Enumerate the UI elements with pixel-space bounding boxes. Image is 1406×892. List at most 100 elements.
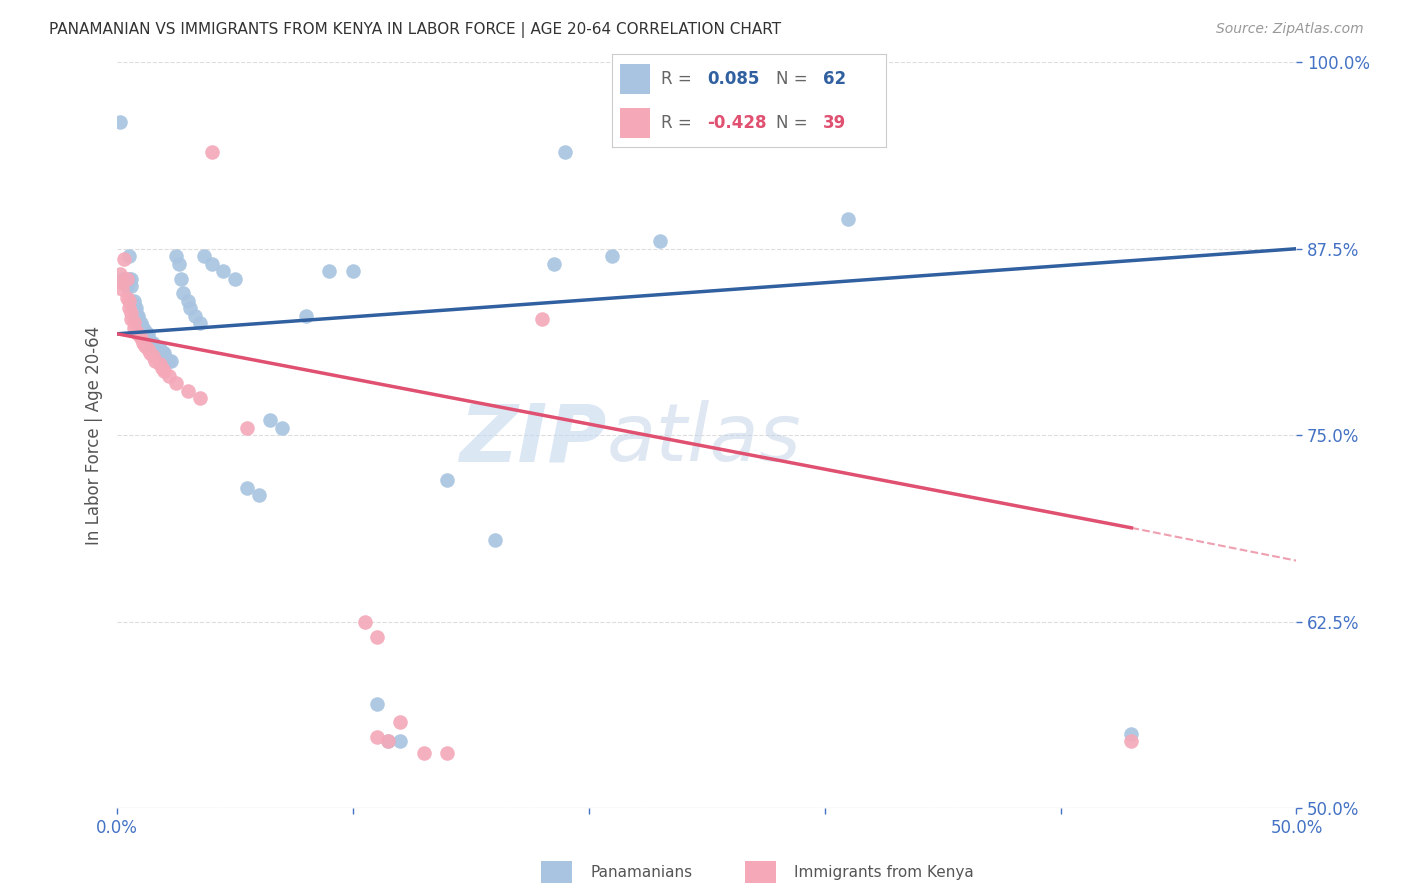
Point	[118, 301, 141, 316]
Point	[139, 334, 162, 349]
Bar	[620, 108, 650, 138]
Point	[436, 746, 458, 760]
Y-axis label: In Labor Force | Age 20-64: In Labor Force | Age 20-64	[86, 326, 103, 545]
Text: R =: R =	[661, 114, 697, 132]
Point	[353, 615, 375, 629]
Point	[412, 746, 434, 760]
Point	[318, 264, 340, 278]
Point	[111, 282, 134, 296]
Point	[150, 361, 173, 376]
Point	[837, 211, 859, 226]
Point	[271, 421, 294, 435]
Point	[129, 319, 152, 334]
Point	[142, 339, 165, 353]
Point	[342, 264, 364, 278]
Point	[122, 297, 145, 311]
Point	[118, 293, 141, 308]
Point	[122, 321, 145, 335]
Point	[139, 346, 162, 360]
Text: atlas: atlas	[606, 400, 801, 478]
Text: 0.085: 0.085	[707, 70, 761, 87]
Point	[115, 291, 138, 305]
Point	[143, 339, 166, 353]
Point	[200, 257, 222, 271]
Text: Immigrants from Kenya: Immigrants from Kenya	[794, 865, 974, 880]
Text: Source: ZipAtlas.com: Source: ZipAtlas.com	[1216, 22, 1364, 37]
Point	[134, 339, 156, 353]
Point	[125, 324, 148, 338]
Point	[389, 714, 412, 729]
Point	[484, 533, 506, 547]
Point	[111, 276, 134, 290]
Text: R =: R =	[661, 70, 697, 87]
Point	[165, 249, 187, 263]
Point	[1121, 734, 1143, 748]
Point	[143, 353, 166, 368]
Point	[108, 267, 131, 281]
Point	[543, 257, 565, 271]
Point	[366, 630, 388, 644]
Point	[530, 311, 553, 326]
Text: PANAMANIAN VS IMMIGRANTS FROM KENYA IN LABOR FORCE | AGE 20-64 CORRELATION CHART: PANAMANIAN VS IMMIGRANTS FROM KENYA IN L…	[49, 22, 782, 38]
Point	[120, 311, 142, 326]
Point	[146, 342, 169, 356]
Point	[177, 384, 200, 398]
Point	[136, 331, 159, 345]
Point	[142, 349, 165, 363]
Point	[125, 306, 148, 320]
Point	[120, 306, 142, 320]
Point	[377, 734, 399, 748]
Bar	[620, 64, 650, 94]
Text: 62: 62	[823, 70, 846, 87]
Point	[134, 324, 156, 338]
Point	[127, 311, 149, 326]
Point	[165, 376, 187, 390]
Point	[129, 331, 152, 345]
Point	[112, 252, 135, 267]
Text: N =: N =	[776, 70, 813, 87]
Point	[153, 346, 176, 360]
Point	[132, 335, 155, 350]
Point	[177, 293, 200, 308]
Point	[366, 697, 388, 711]
Point	[142, 335, 165, 350]
Point	[193, 249, 215, 263]
Point	[136, 326, 159, 341]
Point	[436, 473, 458, 487]
Text: 39: 39	[823, 114, 846, 132]
Point	[179, 301, 201, 316]
Point	[188, 391, 211, 405]
Point	[648, 234, 671, 248]
Point	[366, 730, 388, 744]
Text: Panamanians: Panamanians	[591, 865, 693, 880]
Text: -0.428: -0.428	[707, 114, 768, 132]
Point	[129, 316, 152, 330]
Point	[259, 413, 281, 427]
Point	[236, 421, 259, 435]
Point	[157, 353, 180, 368]
Point	[115, 271, 138, 285]
Point	[200, 145, 222, 159]
Point	[118, 249, 141, 263]
Point	[602, 249, 624, 263]
Point	[295, 309, 318, 323]
Point	[122, 315, 145, 329]
Point	[167, 257, 190, 271]
Point	[160, 353, 183, 368]
Point	[120, 271, 142, 285]
Point	[132, 321, 155, 335]
Point	[127, 309, 149, 323]
Point	[212, 264, 235, 278]
Point	[389, 734, 412, 748]
Point	[377, 734, 399, 748]
Point	[170, 271, 193, 285]
Point	[149, 342, 172, 356]
Point	[122, 293, 145, 308]
Point	[236, 481, 259, 495]
Point	[120, 279, 142, 293]
Point	[172, 286, 194, 301]
Point	[153, 364, 176, 378]
Point	[157, 368, 180, 383]
Point	[1121, 727, 1143, 741]
Point	[149, 357, 172, 371]
